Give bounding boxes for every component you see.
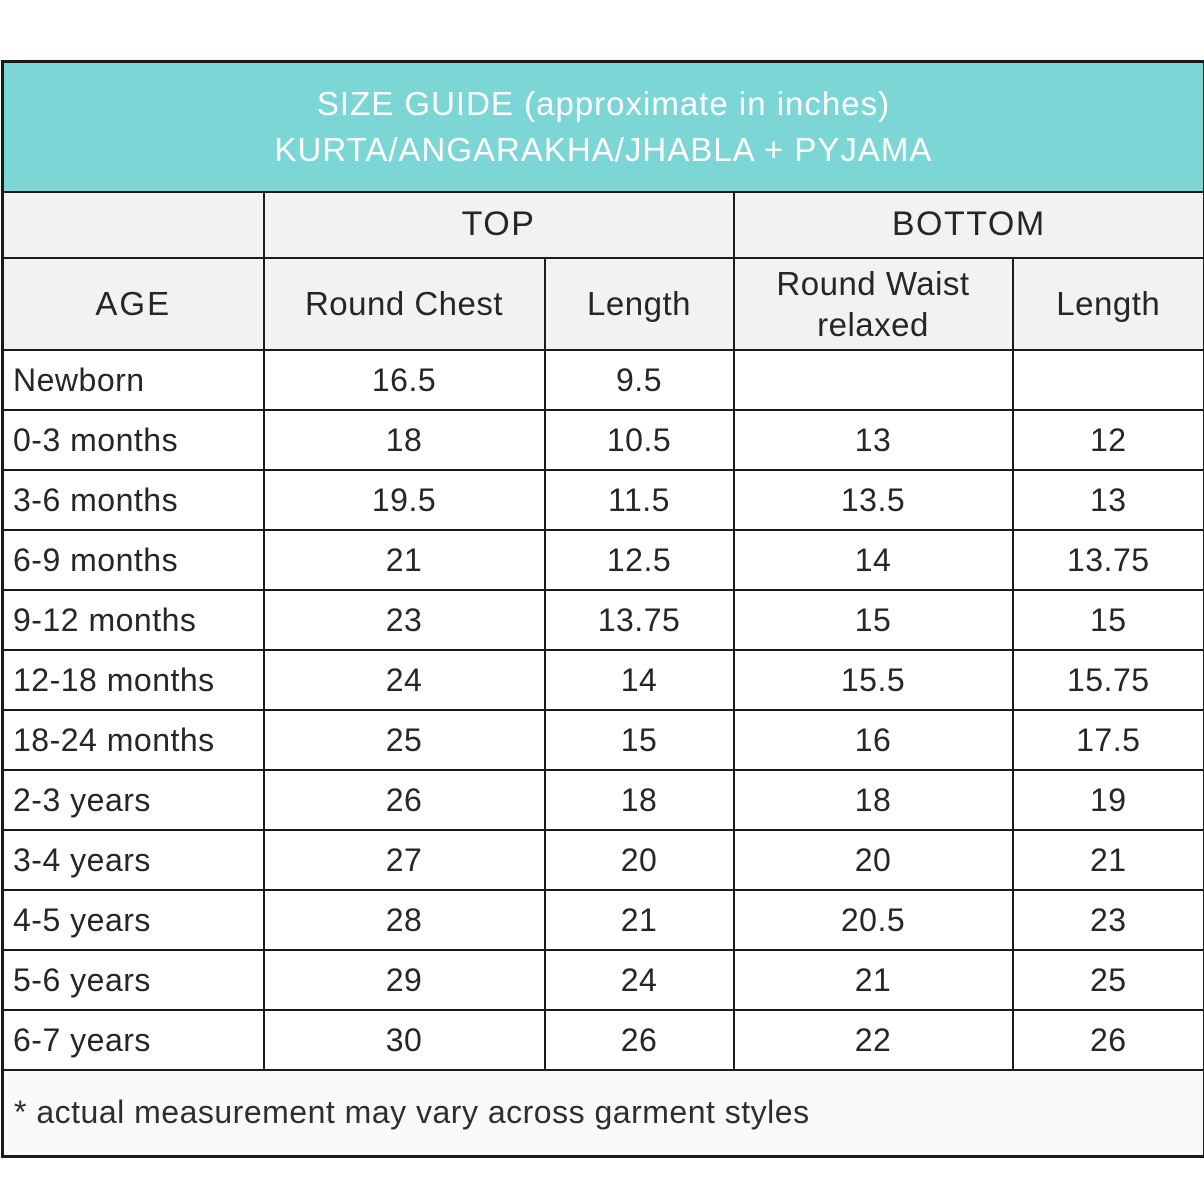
round-waist-cell: 15.5 [732,649,1014,711]
round-chest-cell: 29 [262,949,546,1011]
round-waist-cell: 20 [732,829,1014,891]
round-waist-cell: 14 [732,529,1014,591]
table-row: 0-3 months 18 10.5 13 12 [1,409,1204,471]
age-cell: 9-12 months [1,589,265,651]
title-cell: SIZE GUIDE (approximate in inches) KURTA… [1,60,1204,193]
bottom-length-cell [1011,349,1204,411]
round-waist-cell: 18 [732,769,1014,831]
age-cell: 4-5 years [1,889,265,951]
round-waist-cell: 13 [732,409,1014,471]
round-waist-cell: 21 [732,949,1014,1011]
round-chest-cell: 21 [262,529,546,591]
title-line-1: SIZE GUIDE (approximate in inches) [316,84,891,122]
top-length-cell: 18 [543,769,735,831]
table-row: 5-6 years 29 24 21 25 [1,949,1204,1011]
title-line-2: KURTA/ANGARAKHA/JHABLA + PYJAMA [274,130,933,168]
round-chest-cell: 18 [262,409,546,471]
round-waist-cell: 22 [732,1009,1014,1071]
age-cell: 0-3 months [1,409,265,471]
table-row: 4-5 years 28 21 20.5 23 [1,889,1204,951]
age-cell: 5-6 years [1,949,265,1011]
column-header-bottom-length: Length [1011,256,1204,351]
round-waist-cell [732,349,1014,411]
bottom-length-cell: 17.5 [1011,709,1204,771]
table-row: 12-18 months 24 14 15.5 15.75 [1,649,1204,711]
top-length-cell: 14 [543,649,735,711]
column-header-row: AGE Round Chest Length Round Waist relax… [1,256,1204,351]
round-waist-cell: 16 [732,709,1014,771]
column-header-top-length: Length [543,256,735,351]
age-cell: 6-9 months [1,529,265,591]
column-header-round-chest: Round Chest [262,256,546,351]
round-chest-cell: 30 [262,1009,546,1071]
bottom-length-cell: 25 [1011,949,1204,1011]
footnote-row: * actual measurement may vary across gar… [1,1069,1204,1157]
round-chest-cell: 24 [262,649,546,711]
round-chest-cell: 28 [262,889,546,951]
age-cell: 18-24 months [1,709,265,771]
top-length-cell: 10.5 [543,409,735,471]
round-chest-cell: 16.5 [262,349,546,411]
table-row: 6-9 months 21 12.5 14 13.75 [1,529,1204,591]
table-row: 2-3 years 26 18 18 19 [1,769,1204,831]
top-length-cell: 21 [543,889,735,951]
bottom-length-cell: 13 [1011,469,1204,531]
table-row: 9-12 months 23 13.75 15 15 [1,589,1204,651]
bottom-length-cell: 21 [1011,829,1204,891]
age-cell: 12-18 months [1,649,265,711]
column-header-round-waist: Round Waist relaxed [732,256,1014,351]
top-length-cell: 12.5 [543,529,735,591]
bottom-length-cell: 15.75 [1011,649,1204,711]
top-length-cell: 11.5 [543,469,735,531]
round-chest-cell: 19.5 [262,469,546,531]
table-row: 6-7 years 30 26 22 26 [1,1009,1204,1071]
size-guide-table: SIZE GUIDE (approximate in inches) KURTA… [1,60,1204,1158]
top-length-cell: 20 [543,829,735,891]
bottom-length-cell: 13.75 [1011,529,1204,591]
column-header-age: AGE [1,256,265,351]
title-band: SIZE GUIDE (approximate in inches) KURTA… [1,60,1204,193]
group-header-empty [1,190,265,259]
round-chest-cell: 27 [262,829,546,891]
age-cell: Newborn [1,349,265,411]
age-cell: 3-6 months [1,469,265,531]
top-length-cell: 9.5 [543,349,735,411]
table-row: 18-24 months 25 15 16 17.5 [1,709,1204,771]
age-cell: 3-4 years [1,829,265,891]
bottom-length-cell: 26 [1011,1009,1204,1071]
round-chest-cell: 23 [262,589,546,651]
round-chest-cell: 25 [262,709,546,771]
group-header-row: TOP BOTTOM [1,190,1204,259]
bottom-length-cell: 15 [1011,589,1204,651]
top-length-cell: 13.75 [543,589,735,651]
age-cell: 6-7 years [1,1009,265,1071]
age-cell: 2-3 years [1,769,265,831]
footnote: * actual measurement may vary across gar… [1,1069,1204,1157]
bottom-length-cell: 12 [1011,409,1204,471]
round-waist-cell: 20.5 [732,889,1014,951]
bottom-length-cell: 19 [1011,769,1204,831]
group-header-top: TOP [262,190,735,259]
top-length-cell: 26 [543,1009,735,1071]
group-header-bottom: BOTTOM [732,190,1204,259]
table-row: Newborn 16.5 9.5 [1,349,1204,411]
top-length-cell: 15 [543,709,735,771]
table-row: 3-6 months 19.5 11.5 13.5 13 [1,469,1204,531]
table-row: 3-4 years 27 20 20 21 [1,829,1204,891]
round-waist-cell: 13.5 [732,469,1014,531]
round-waist-cell: 15 [732,589,1014,651]
top-length-cell: 24 [543,949,735,1011]
bottom-length-cell: 23 [1011,889,1204,951]
round-chest-cell: 26 [262,769,546,831]
